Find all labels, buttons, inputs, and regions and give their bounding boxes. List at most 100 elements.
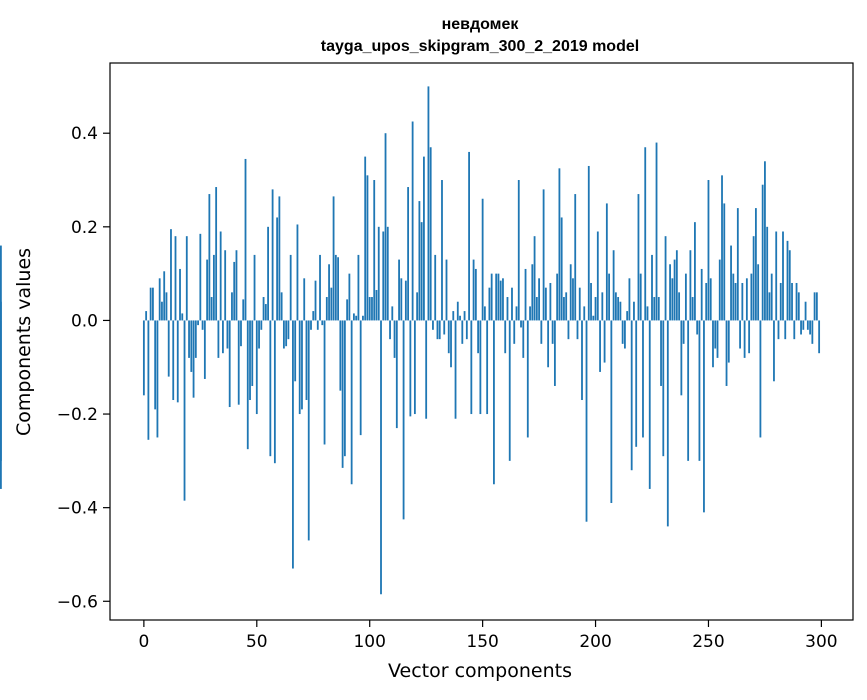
bar: [689, 250, 692, 321]
bar: [411, 121, 414, 321]
bar: [624, 320, 626, 349]
bar: [696, 320, 699, 335]
bar: [714, 320, 717, 349]
bar: [718, 259, 721, 321]
bar: [271, 189, 274, 321]
x-tick-label: 250: [692, 632, 724, 652]
bar: [522, 320, 525, 358]
bar: [626, 311, 629, 321]
bar: [630, 320, 633, 471]
bar: [655, 142, 658, 321]
bar: [705, 282, 708, 321]
bar: [395, 320, 398, 429]
bar: [791, 282, 793, 321]
bar: [280, 292, 283, 321]
x-tick-label: 200: [579, 632, 611, 652]
bar: [269, 320, 272, 457]
bar: [666, 320, 669, 527]
bar: [639, 273, 642, 321]
bar: [662, 320, 665, 457]
bar: [416, 292, 419, 321]
bar: [179, 268, 181, 321]
bar: [533, 236, 536, 321]
bar: [657, 297, 660, 321]
bar: [603, 320, 606, 363]
bar: [294, 320, 297, 382]
bar: [511, 287, 513, 321]
bar: [648, 320, 651, 489]
bar: [472, 259, 475, 321]
bar: [208, 194, 211, 321]
bar: [529, 306, 531, 321]
bar: [804, 301, 807, 321]
bar: [452, 311, 455, 321]
bar: [149, 287, 152, 321]
bar: [745, 278, 748, 321]
bar: [547, 320, 550, 368]
bar: [181, 313, 184, 321]
bar: [377, 226, 380, 321]
bar: [278, 196, 281, 321]
bar: [481, 198, 484, 321]
chart-subtitle: tayga_upos_skipgram_300_2_2019 model: [321, 38, 639, 55]
bar: [468, 151, 470, 321]
bar: [287, 320, 290, 340]
bar: [553, 320, 556, 386]
bar: [734, 282, 737, 321]
y-tick-label: −0.2: [57, 405, 98, 425]
bar: [479, 320, 482, 415]
bar: [750, 273, 753, 321]
bar: [779, 282, 782, 321]
y-tick-label: −0.4: [57, 499, 98, 519]
bar: [752, 236, 755, 321]
bar: [253, 254, 256, 321]
bar: [438, 320, 441, 340]
bar: [497, 273, 500, 321]
bar: [811, 320, 814, 344]
bar: [614, 292, 617, 321]
bar: [687, 320, 690, 461]
bar: [321, 320, 324, 326]
bar: [337, 257, 339, 321]
bar: [766, 226, 769, 321]
bar: [517, 180, 520, 321]
bar: [328, 264, 330, 321]
bar: [642, 320, 644, 438]
bar: [167, 320, 170, 377]
bar: [418, 201, 421, 321]
bar: [493, 320, 495, 485]
bar: [542, 189, 545, 321]
bar: [637, 194, 640, 321]
bar: [282, 320, 285, 349]
bar: [563, 297, 565, 321]
bar: [569, 264, 572, 321]
bar: [716, 320, 719, 358]
bar: [694, 222, 696, 321]
bar: [578, 287, 581, 321]
bar: [671, 278, 674, 321]
bar: [617, 297, 620, 321]
x-tick-label: 300: [805, 632, 837, 652]
bar: [237, 320, 240, 405]
bar: [298, 320, 301, 415]
bar: [508, 320, 511, 461]
bar: [712, 320, 714, 368]
bar: [788, 250, 791, 321]
y-tick-label: 0.0: [71, 311, 98, 331]
bar: [170, 229, 172, 321]
bar: [574, 194, 577, 321]
bar: [470, 320, 473, 415]
bar: [240, 320, 242, 347]
bar: [748, 320, 751, 354]
bar: [436, 320, 439, 340]
bar: [592, 315, 595, 321]
bar: [725, 320, 728, 386]
bar: [538, 278, 540, 321]
bar: [350, 320, 353, 485]
bar: [188, 320, 190, 358]
bar: [651, 254, 653, 321]
bar: [409, 320, 412, 417]
x-axis-ticks: 0 50 100 150 200 250 300: [138, 620, 838, 652]
bar: [264, 304, 267, 321]
